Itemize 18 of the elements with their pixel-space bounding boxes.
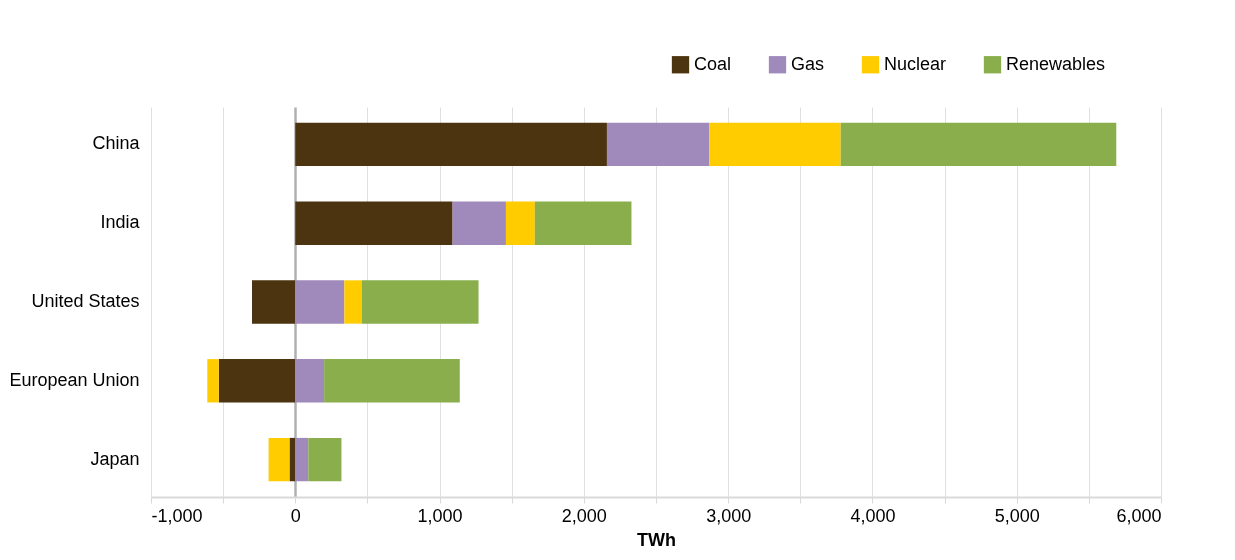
legend-label: Gas bbox=[791, 53, 825, 74]
legend-label: Nuclear bbox=[884, 53, 947, 74]
x-tick-label: 5,000 bbox=[994, 505, 1040, 526]
x-tick-label: 0 bbox=[290, 505, 301, 526]
y-tick-label: Japan bbox=[90, 448, 140, 469]
x-axis-title: TWh bbox=[637, 529, 676, 550]
y-tick-label: United States bbox=[31, 291, 140, 311]
x-tick-label: 3,000 bbox=[706, 505, 752, 526]
y-tick-label: European Union bbox=[9, 369, 140, 390]
x-tick-label: 1,000 bbox=[417, 505, 463, 526]
y-tick-label: India bbox=[100, 212, 141, 233]
legend-label: Coal bbox=[694, 53, 732, 74]
x-tick-label: -1,000 bbox=[151, 505, 203, 526]
y-tick-label: China bbox=[92, 133, 141, 154]
x-tick-label: 6,000 bbox=[1116, 505, 1162, 526]
legend-label: Renewables bbox=[1006, 53, 1106, 74]
x-tick-label: 2,000 bbox=[561, 505, 607, 526]
x-tick-label: 4,000 bbox=[850, 505, 896, 526]
